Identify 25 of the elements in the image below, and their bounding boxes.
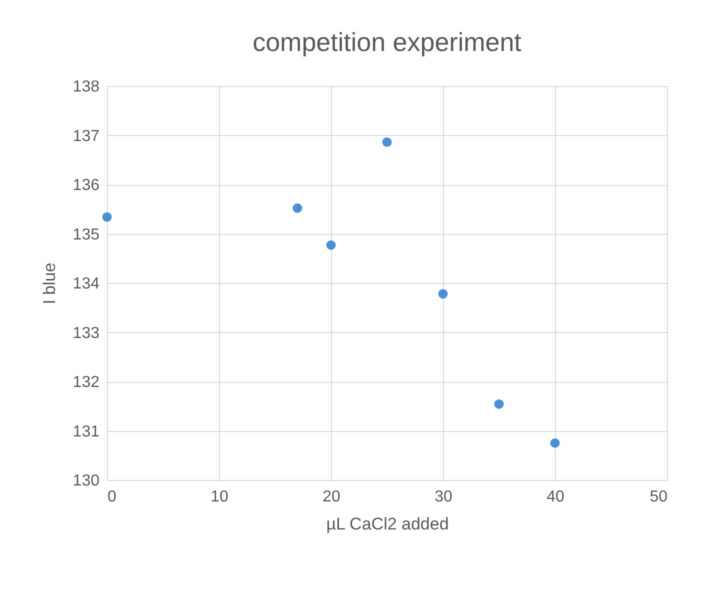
x-tick-label: 40 [546, 488, 564, 506]
point [102, 212, 112, 222]
point [494, 399, 504, 409]
y-tick-label: 137 [72, 128, 100, 145]
x-tick-label: 50 [650, 488, 668, 506]
y-axis-title: I blue [40, 262, 59, 304]
y-tick-label: 134 [72, 276, 100, 292]
point [382, 137, 392, 147]
y-tick-label: 136 [72, 177, 100, 194]
point [438, 289, 448, 299]
x-tick-label: 20 [322, 488, 340, 506]
y-tick-label: 130 [72, 472, 100, 490]
point [326, 240, 336, 250]
y-tick-label: 133 [72, 324, 100, 342]
y-tick-label: 131 [72, 423, 100, 440]
chart-title: competition experiment [252, 27, 522, 57]
point [292, 203, 302, 213]
x-axis-title: µL CaCl2 added [326, 514, 449, 534]
x-tick-label: 0 [108, 488, 116, 506]
y-tick-label: 132 [72, 374, 100, 391]
x-tick-label: 30 [434, 488, 452, 506]
point [550, 438, 560, 448]
x-tick-label: 10 [210, 488, 228, 506]
y-tick-label: 135 [72, 226, 100, 244]
y-tick-label: 138 [72, 78, 100, 96]
